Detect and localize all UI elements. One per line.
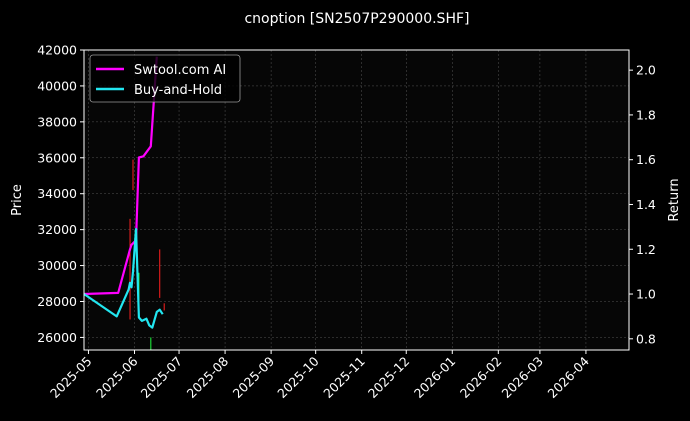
left-tick-label: 40000: [37, 78, 77, 93]
left-tick-label: 26000: [37, 330, 77, 345]
chart-title: cnoption [SN2507P290000.SHF]: [244, 11, 469, 27]
left-axis-label: Price: [10, 184, 25, 216]
left-tick-label: 34000: [37, 186, 77, 201]
left-tick-label: 42000: [37, 43, 77, 58]
left-tick-label: 38000: [37, 114, 77, 129]
right-tick-label: 1.4: [636, 197, 656, 212]
right-axis-label: Return: [667, 178, 682, 221]
left-axis: 26000 28000 30000 32000 34000 36000 38000 40000…: [37, 43, 84, 345]
right-tick-label: 2.0: [636, 63, 656, 78]
right-tick-label: 0.8: [636, 331, 656, 346]
right-tick-label: 1.2: [636, 242, 656, 257]
right-tick-label: 1.8: [636, 107, 656, 122]
right-tick-label: 1.6: [636, 152, 656, 167]
right-tick-label: 1.0: [636, 287, 656, 302]
legend-box: [89, 54, 241, 103]
plot-frame: [83, 49, 630, 351]
left-tick-label: 32000: [37, 222, 77, 237]
left-tick-label: 30000: [37, 258, 77, 273]
legend-label-swtool: Swtool.com AI: [134, 63, 226, 78]
legend-label-buy-and-hold: Buy-and-Hold: [134, 83, 222, 98]
right-axis: 0.8 1.0 1.2 1.4 1.6 1.8 2.0: [629, 63, 656, 346]
left-tick-label: 28000: [37, 294, 77, 309]
left-tick-label: 36000: [37, 150, 77, 165]
candles: [129, 159, 165, 350]
series-line-buy-and-hold: [83, 228, 164, 329]
series-lines: [83, 56, 164, 329]
legend: Swtool.com AI Buy-and-Hold: [89, 54, 241, 103]
